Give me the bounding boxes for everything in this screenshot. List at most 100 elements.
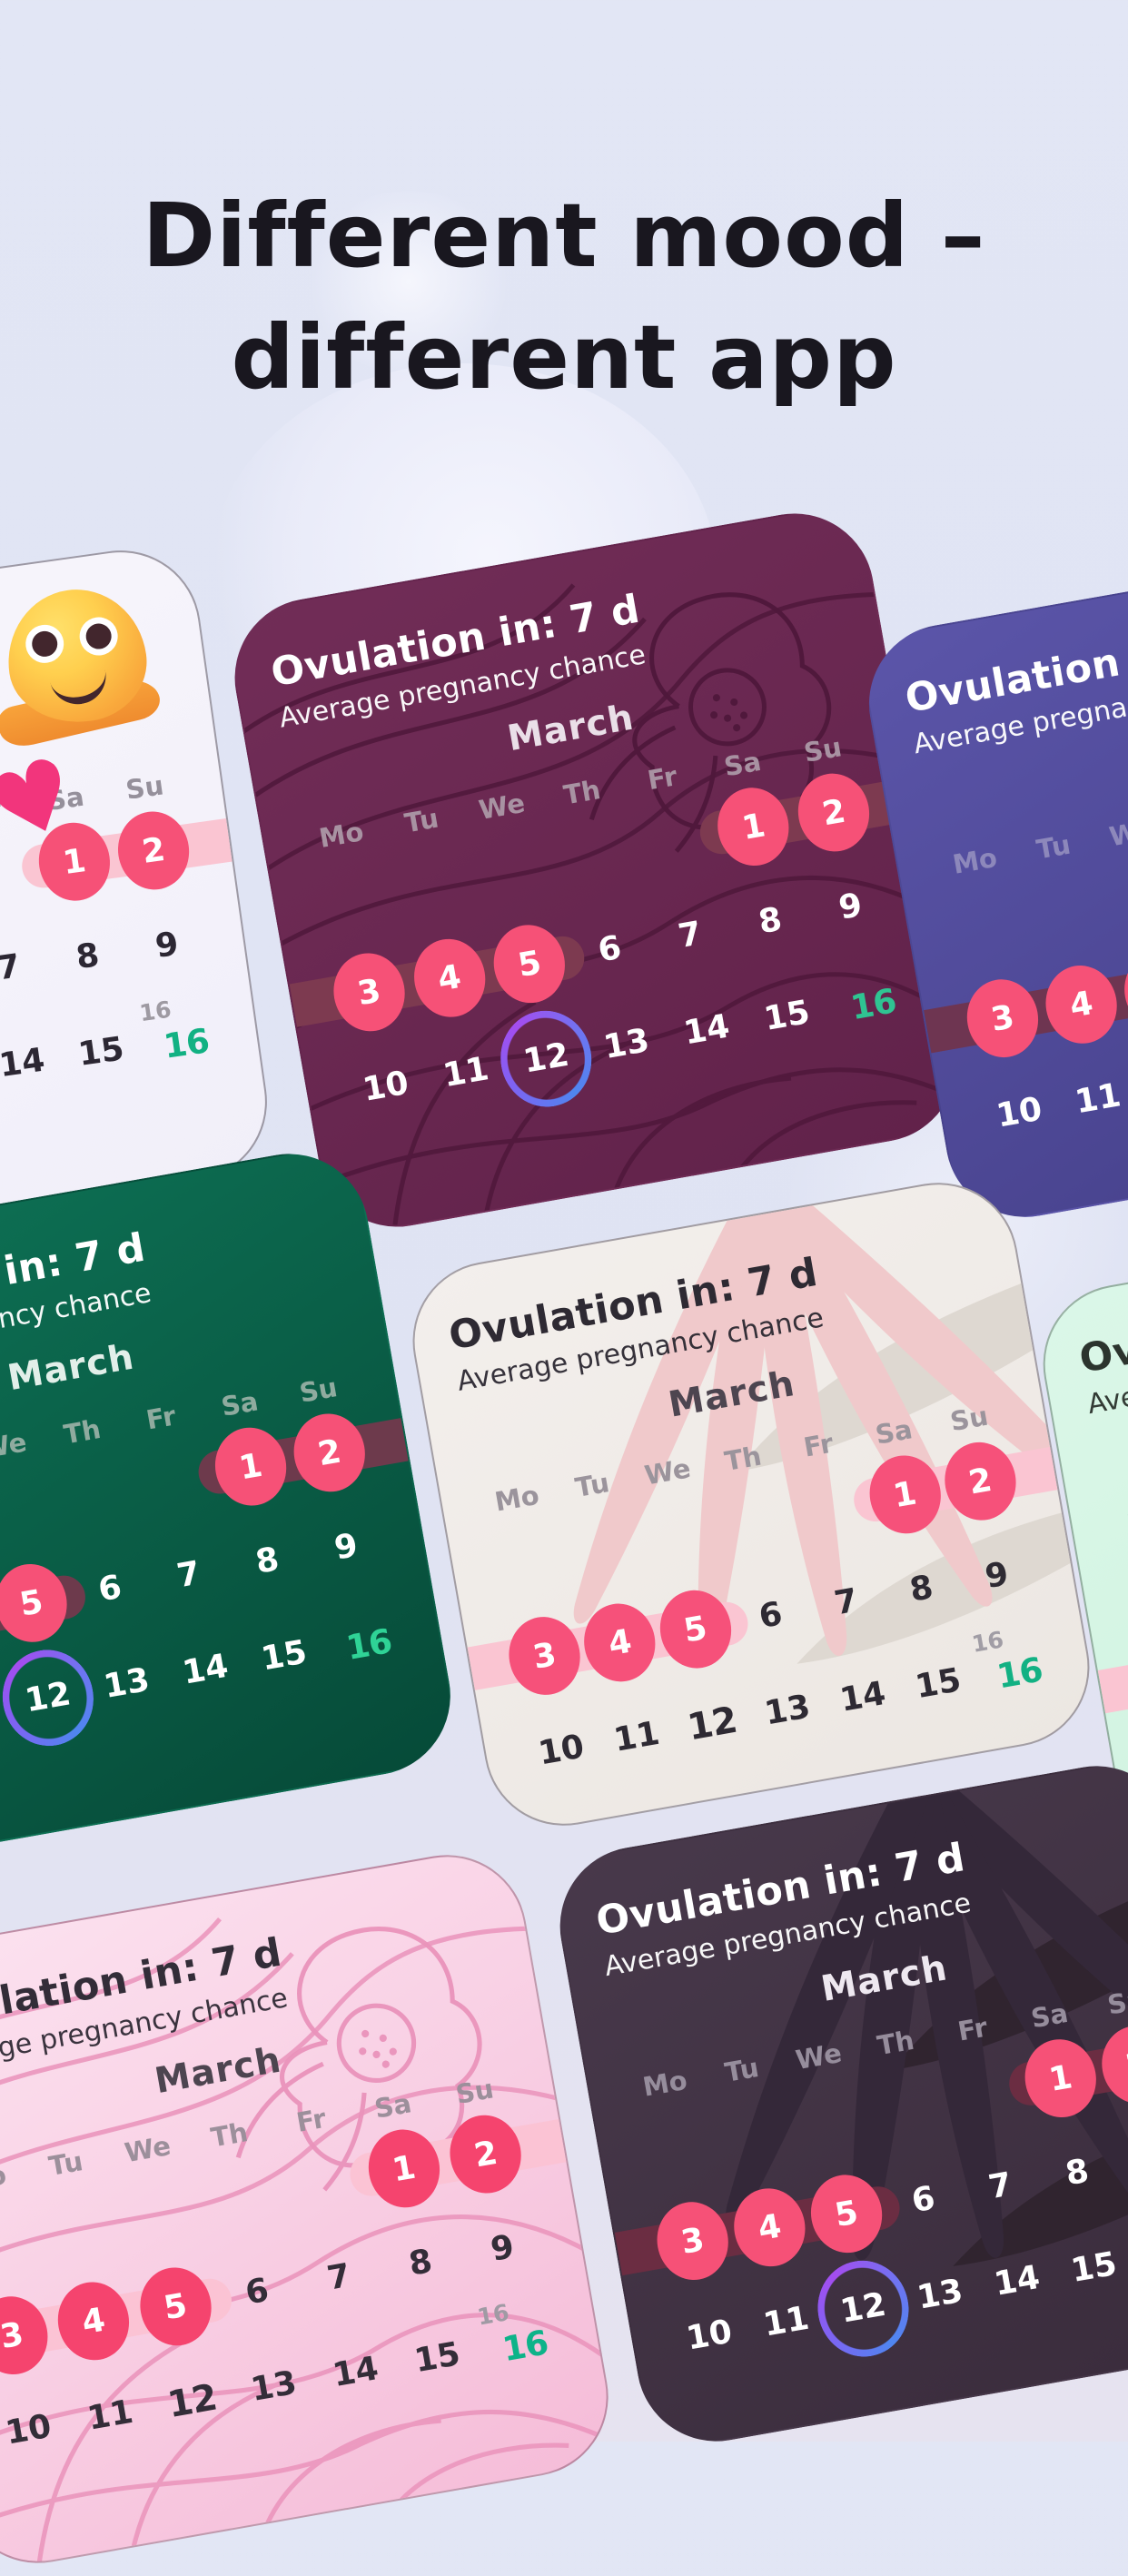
day-9: 9 xyxy=(836,887,866,927)
ovulation-countdown-label: Ovulation in: 7 d xyxy=(1075,1273,1128,1382)
day-10: 10 xyxy=(360,1064,411,1109)
emoji-smile xyxy=(48,663,112,710)
day-14: 14 xyxy=(0,1041,47,1085)
ovulation-ring xyxy=(0,1642,102,1754)
day-14: 14 xyxy=(330,2350,381,2395)
day-8: 8 xyxy=(406,2242,436,2284)
period-day-4: 4 xyxy=(407,933,491,1023)
day-14: 14 xyxy=(991,2258,1043,2304)
period-day-1: 1 xyxy=(361,2124,446,2214)
card-header: Ovulation in: 7 d Average pregnancy chan… xyxy=(1076,1241,1128,1484)
day-14: 14 xyxy=(836,1674,889,1719)
period-day-2: 2 xyxy=(938,1436,1023,1526)
card-dark-palm-theme: ♥ Ovulation in: 7 d Average pregnancy ch… xyxy=(547,1753,1128,2454)
day-14: 14 xyxy=(680,1007,733,1053)
day-7: 7 xyxy=(0,947,23,988)
period-day-1: 1 xyxy=(209,1422,292,1511)
promo-screenshot: { "page": { "title_line1": "Different mo… xyxy=(0,0,1128,2442)
day-7: 7 xyxy=(675,915,705,956)
ovulation-ring xyxy=(493,1003,599,1115)
today-day-label: 16 xyxy=(500,2323,551,2370)
period-day-2: 2 xyxy=(287,1408,371,1498)
day-8: 8 xyxy=(74,936,102,977)
card-emerald-theme: ♥ Ovulation in: 7 d Average pregnancy ch… xyxy=(0,1141,463,1871)
melting-face-emoji xyxy=(0,580,154,731)
period-day-3: 3 xyxy=(650,2196,735,2286)
day-11: 11 xyxy=(440,1050,492,1095)
period-day-4: 4 xyxy=(52,2276,135,2366)
day-8: 8 xyxy=(252,1541,282,1581)
day-11: 11 xyxy=(1072,1076,1124,1122)
period-day-5: 5 xyxy=(488,919,571,1009)
day-15: 15 xyxy=(761,993,813,1038)
day-7: 7 xyxy=(831,1581,861,1623)
period-day-1: 1 xyxy=(711,781,796,872)
day-13: 13 xyxy=(914,2272,966,2317)
day-14: 14 xyxy=(179,1647,232,1692)
period-day-2: 2 xyxy=(792,768,876,857)
day-6: 6 xyxy=(95,1568,124,1610)
card-pink-floral-theme: ♥ Ovulation in: 7 d Average pregnancy ch… xyxy=(0,1842,621,2576)
day-15: 15 xyxy=(75,1030,127,1074)
page-title-line1: Different mood – xyxy=(142,183,986,287)
day-15: 15 xyxy=(411,2335,463,2381)
day-6: 6 xyxy=(756,1595,786,1636)
ghost-day-label: 16 xyxy=(475,2299,511,2331)
weekday-label: Mo xyxy=(1124,1501,1128,1541)
period-day-1: 1 xyxy=(863,1450,947,1540)
day-8: 8 xyxy=(1063,2152,1092,2194)
period-day-1: 1 xyxy=(1018,2033,1103,2124)
period-day-5: 5 xyxy=(805,2169,888,2259)
today-day-label: 16 xyxy=(161,1021,212,1066)
day-13: 13 xyxy=(600,1022,653,1067)
day-9: 9 xyxy=(153,925,182,966)
day-15: 15 xyxy=(1068,2244,1120,2290)
emoji-eye xyxy=(23,622,66,666)
today-day-label: 16 xyxy=(994,1650,1045,1697)
ghost-day-label: 16 xyxy=(969,1626,1006,1658)
ovulation-day-12: 12 xyxy=(684,1699,740,1749)
day-15: 15 xyxy=(912,1661,965,1707)
emoji-eye xyxy=(76,614,121,659)
period-day-5: 5 xyxy=(134,2262,217,2352)
day-10: 10 xyxy=(3,2407,54,2452)
heart-icon: ♥ xyxy=(0,733,94,868)
today-day-label: 16 xyxy=(847,981,899,1028)
day-13: 13 xyxy=(101,1660,153,1707)
card-cream-palm-theme: ♥ Ovulation in: 7 d Average pregnancy ch… xyxy=(400,1170,1103,1838)
day-15: 15 xyxy=(258,1633,311,1679)
day-10: 10 xyxy=(994,1090,1045,1135)
day-7: 7 xyxy=(173,1554,203,1596)
weekday-label: We xyxy=(1106,814,1128,853)
day-13: 13 xyxy=(248,2363,300,2410)
card-header: Ovulation in: 7 d Average pregnancy chan… xyxy=(902,580,1128,824)
period-day-3: 3 xyxy=(327,947,411,1037)
day-7: 7 xyxy=(324,2256,353,2298)
ovulation-day-12: 12 xyxy=(164,2376,220,2427)
day-6: 6 xyxy=(242,2271,272,2313)
day-8: 8 xyxy=(906,1568,936,1610)
card-maroon-floral-theme: ♥ Ovulation in: 7 d Average pregnancy ch… xyxy=(222,500,970,1240)
mood-emoji-block: ♥ xyxy=(0,578,192,877)
day-7: 7 xyxy=(985,2165,1015,2207)
period-day-3: 3 xyxy=(502,1610,587,1701)
day-8: 8 xyxy=(756,900,785,942)
ovulation-day-12: 12 xyxy=(810,2253,916,2364)
page-title-line2: different app xyxy=(231,305,897,409)
period-day-2: 2 xyxy=(443,2109,528,2199)
day-11: 11 xyxy=(84,2393,136,2438)
period-day-4: 4 xyxy=(1039,959,1123,1050)
day-10: 10 xyxy=(683,2313,736,2358)
period-day-4: 4 xyxy=(578,1598,662,1688)
ovulation-ring xyxy=(810,2253,916,2364)
ovulation-day-12: 12 xyxy=(0,1642,102,1754)
page-title: Different mood – different app xyxy=(0,175,1128,419)
day-9: 9 xyxy=(982,1555,1012,1597)
day-10: 10 xyxy=(535,1728,588,1773)
